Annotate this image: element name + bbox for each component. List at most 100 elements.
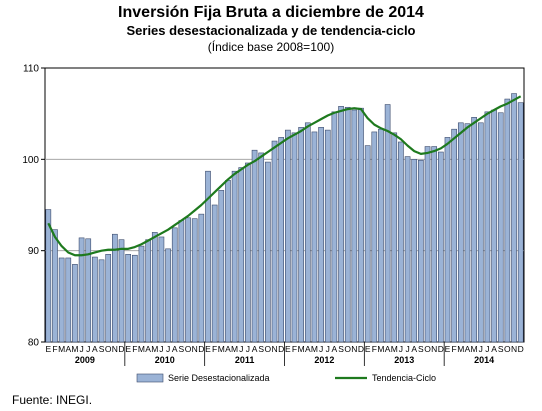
data-bar — [185, 217, 191, 343]
data-bar — [52, 229, 58, 343]
data-bar — [258, 152, 265, 343]
data-bar — [211, 204, 218, 343]
data-bar — [125, 254, 131, 343]
month-label: A — [411, 344, 417, 354]
data-bar — [178, 220, 185, 343]
source-note: Fuente: INEGI. — [12, 393, 93, 407]
data-bar — [424, 146, 431, 343]
month-label: A — [305, 344, 311, 354]
y-tick-label: 100 — [22, 155, 39, 166]
chart-title: Inversión Fija Bruta a diciembre de 2014 — [118, 4, 424, 21]
month-label: D — [278, 344, 284, 354]
data-bar — [464, 123, 471, 343]
data-bar — [151, 232, 158, 343]
month-label: S — [99, 344, 105, 354]
month-label: M — [58, 344, 65, 354]
month-label: E — [285, 344, 291, 354]
data-bar — [358, 107, 364, 343]
data-bar — [198, 213, 205, 343]
month-label: F — [52, 344, 57, 354]
month-label: A — [145, 344, 151, 354]
data-bar — [497, 112, 504, 343]
month-label: A — [465, 344, 471, 354]
month-label: M — [471, 344, 478, 354]
month-label: O — [265, 344, 272, 354]
data-bar — [384, 104, 391, 343]
data-bar — [231, 170, 238, 343]
data-bar — [391, 132, 398, 343]
month-label: O — [504, 344, 511, 354]
data-bar — [457, 122, 464, 343]
month-label: J — [399, 344, 403, 354]
month-label: M — [457, 344, 464, 354]
data-bar — [265, 161, 271, 343]
data-bar — [491, 109, 497, 343]
month-label: D — [198, 344, 204, 354]
month-label: O — [344, 344, 351, 354]
month-label: J — [86, 344, 90, 354]
legend-label-bars: Serie Desestacionalizada — [168, 373, 270, 383]
month-label: E — [445, 344, 451, 354]
year-label: 2013 — [394, 355, 414, 365]
data-bar — [158, 236, 165, 343]
data-bar — [205, 170, 211, 343]
legend: Serie Desestacionalizada Tendencia-Ciclo — [136, 373, 436, 383]
month-label: M — [231, 344, 238, 354]
year-label: 2014 — [474, 355, 494, 365]
data-bar — [118, 239, 125, 343]
data-bar — [251, 149, 258, 343]
month-label: N — [351, 344, 357, 354]
legend-swatch-bars — [136, 373, 164, 383]
data-bar — [278, 137, 285, 343]
month-label: A — [65, 344, 71, 354]
month-label: D — [518, 344, 524, 354]
data-bar — [477, 122, 484, 343]
month-label: S — [258, 344, 264, 354]
data-bar — [271, 140, 278, 343]
data-bar — [72, 264, 78, 343]
month-label: F — [212, 344, 217, 354]
month-label: D — [118, 344, 124, 354]
month-label: A — [225, 344, 231, 354]
data-bar — [245, 162, 251, 343]
month-label: J — [319, 344, 323, 354]
data-bar — [471, 117, 477, 343]
month-label: E — [365, 344, 371, 354]
month-label: A — [252, 344, 258, 354]
month-label: F — [132, 344, 137, 354]
month-label: F — [372, 344, 377, 354]
data-bar — [145, 239, 151, 343]
data-bar — [284, 129, 291, 343]
month-label: D — [358, 344, 364, 354]
data-bar — [318, 127, 324, 343]
data-bar — [404, 156, 411, 343]
data-bar — [338, 106, 344, 343]
data-bar — [98, 259, 105, 343]
month-label: E — [205, 344, 211, 354]
month-label: S — [179, 344, 185, 354]
data-bar — [304, 122, 311, 343]
month-label: A — [385, 344, 391, 354]
data-bar — [364, 145, 371, 343]
month-label: E — [45, 344, 51, 354]
data-bar — [238, 167, 245, 343]
data-bar — [92, 256, 98, 343]
chart-subtitle: Series desestacionalizada y de tendencia… — [126, 23, 416, 38]
data-bar — [511, 93, 517, 343]
year-label: 2010 — [155, 355, 175, 365]
data-bar — [344, 106, 351, 343]
data-bar — [324, 129, 331, 343]
data-bar — [444, 137, 451, 343]
month-label: N — [511, 344, 517, 354]
month-label: N — [271, 344, 277, 354]
data-bar — [418, 159, 424, 343]
month-label: A — [332, 344, 338, 354]
data-bar — [138, 245, 145, 343]
month-label: N — [431, 344, 437, 354]
data-bar — [65, 257, 72, 343]
month-label: J — [166, 344, 170, 354]
data-bar — [112, 233, 118, 343]
month-label: O — [185, 344, 192, 354]
month-label: J — [326, 344, 330, 354]
